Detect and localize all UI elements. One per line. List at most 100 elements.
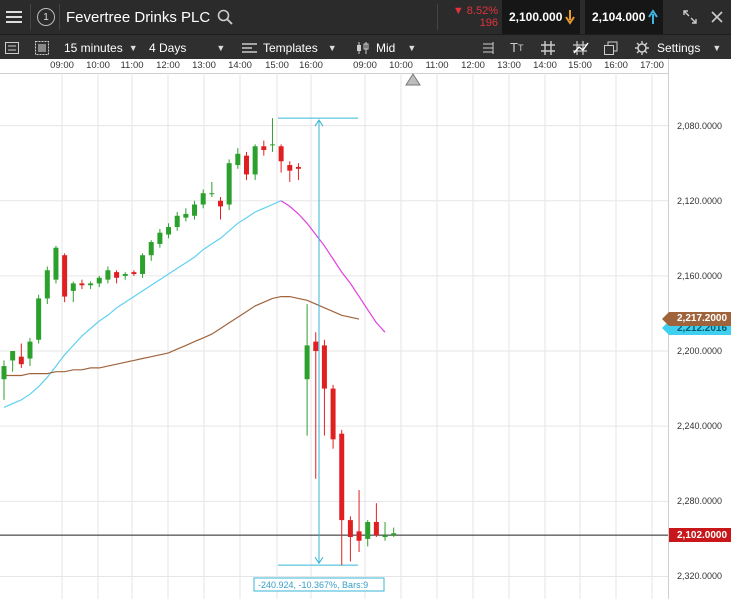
candle-body [192, 204, 198, 216]
price-tick-label: 2,200.0000 [677, 346, 723, 357]
candle-body [269, 144, 275, 146]
price-axis[interactable]: 2,320.0000 2,280.0000 2,240.0000 2,200.0000… [662, 59, 731, 599]
time-label: 10:00 [86, 60, 110, 71]
moving-average-long-tag: 2,217.2000 [662, 311, 731, 326]
candle [365, 520, 371, 547]
time-label: 11:00 [425, 60, 449, 71]
buy-arrow-icon [648, 9, 659, 24]
candle-body [339, 433, 345, 521]
measure-label: -240.924, -10.367%, Bars:9 [258, 580, 368, 590]
candle [192, 200, 198, 220]
candle [278, 144, 284, 173]
indicators-icon[interactable] [573, 35, 589, 60]
templates-label: Templates [263, 40, 318, 55]
candle [27, 337, 33, 367]
period-select[interactable]: 4 Days ▼ [149, 35, 225, 60]
candle-body [365, 521, 371, 539]
candle [382, 521, 388, 541]
candle [122, 272, 128, 280]
candle-body [278, 146, 284, 162]
candle [105, 266, 111, 284]
candle-body [62, 255, 68, 297]
candle [356, 490, 362, 553]
time-label: 13:00 [497, 60, 521, 71]
expand-icon[interactable] [679, 0, 701, 34]
time-label: 14:00 [228, 60, 252, 71]
candle-body [148, 242, 154, 256]
candle-body [114, 272, 120, 278]
windows-icon[interactable] [604, 35, 618, 60]
candle [166, 223, 172, 239]
close-icon[interactable] [706, 0, 728, 34]
candle-body [321, 345, 327, 389]
time-axis: 09:00 10:00 11:00 12:00 13:00 14:00 15:00 16:00… [0, 59, 668, 74]
candle [321, 339, 327, 436]
drawing-tools-icon[interactable] [481, 35, 495, 60]
measure-arrow-down-icon [314, 556, 324, 565]
candle-body [330, 388, 336, 440]
candle-body [287, 165, 293, 171]
instrument-name[interactable]: Fevertree Drinks PLC [66, 8, 211, 26]
time-label: 10:00 [389, 60, 413, 71]
candle [287, 161, 293, 182]
candle [218, 196, 223, 220]
price-tag-pointer-icon [662, 311, 669, 326]
candle-body [53, 247, 59, 280]
candle [209, 181, 215, 197]
candle [252, 144, 258, 181]
candle [53, 245, 59, 284]
price-type-select[interactable]: Mid ▼ [356, 35, 416, 60]
candle-body [313, 341, 319, 352]
time-label: 09:00 [50, 60, 74, 71]
grid-icon[interactable] [541, 35, 555, 60]
time-label: 13:00 [192, 60, 216, 71]
buy-price-button[interactable]: 2,104.000 [585, 0, 663, 34]
settings-button[interactable]: Settings ▼ [635, 35, 721, 60]
candle-body [174, 215, 180, 228]
candle [62, 253, 68, 303]
price-tag-pointer-icon [662, 321, 669, 336]
interval-select[interactable]: 15 minutes ▼ [64, 35, 138, 60]
candle-body [295, 166, 301, 169]
candle [373, 503, 379, 538]
candle [70, 281, 76, 303]
price-tick-label: 2,320.0000 [677, 571, 723, 582]
hamburger-icon[interactable] [0, 0, 28, 34]
info-icon[interactable]: 1 [34, 0, 58, 34]
candle-body [243, 155, 249, 175]
sell-arrow-icon [565, 10, 576, 25]
candle-body [1, 366, 7, 380]
info-icon-label: 1 [37, 8, 55, 26]
chevron-down-icon: ▼ [327, 42, 337, 53]
price-tick-label: 2,080.0000 [677, 120, 723, 131]
price-chart[interactable]: -240.924, -10.367%, Bars:9 [0, 73, 668, 599]
candle-body [226, 163, 232, 205]
candle [18, 343, 24, 368]
price-tick-label: 2,240.0000 [677, 421, 723, 432]
search-icon[interactable] [214, 0, 236, 34]
time-label: 15:00 [265, 60, 289, 71]
candle [339, 429, 345, 566]
period-label: 4 Days [149, 40, 187, 55]
moving-average-long [4, 296, 360, 377]
candle-body [356, 531, 362, 541]
candle-body [200, 193, 206, 205]
candle-body [96, 277, 102, 284]
candle-body [88, 283, 94, 286]
layout-icon[interactable] [35, 35, 49, 60]
change-percent: 8.52% [466, 5, 498, 17]
sell-price-button[interactable]: 2,100.000 [502, 0, 580, 34]
time-label: 16:00 [604, 60, 628, 71]
candle-body [166, 227, 172, 235]
candle-body [304, 345, 310, 380]
candle [261, 140, 267, 156]
interval-label: 15 minutes [64, 40, 123, 55]
candle [148, 240, 154, 261]
candle-body [122, 274, 128, 276]
list-icon[interactable] [5, 35, 19, 60]
templates-button[interactable]: Templates ▼ [242, 35, 337, 60]
candle-body [261, 146, 267, 151]
candle-body [209, 193, 215, 195]
scroll-handle-icon[interactable] [405, 72, 421, 86]
